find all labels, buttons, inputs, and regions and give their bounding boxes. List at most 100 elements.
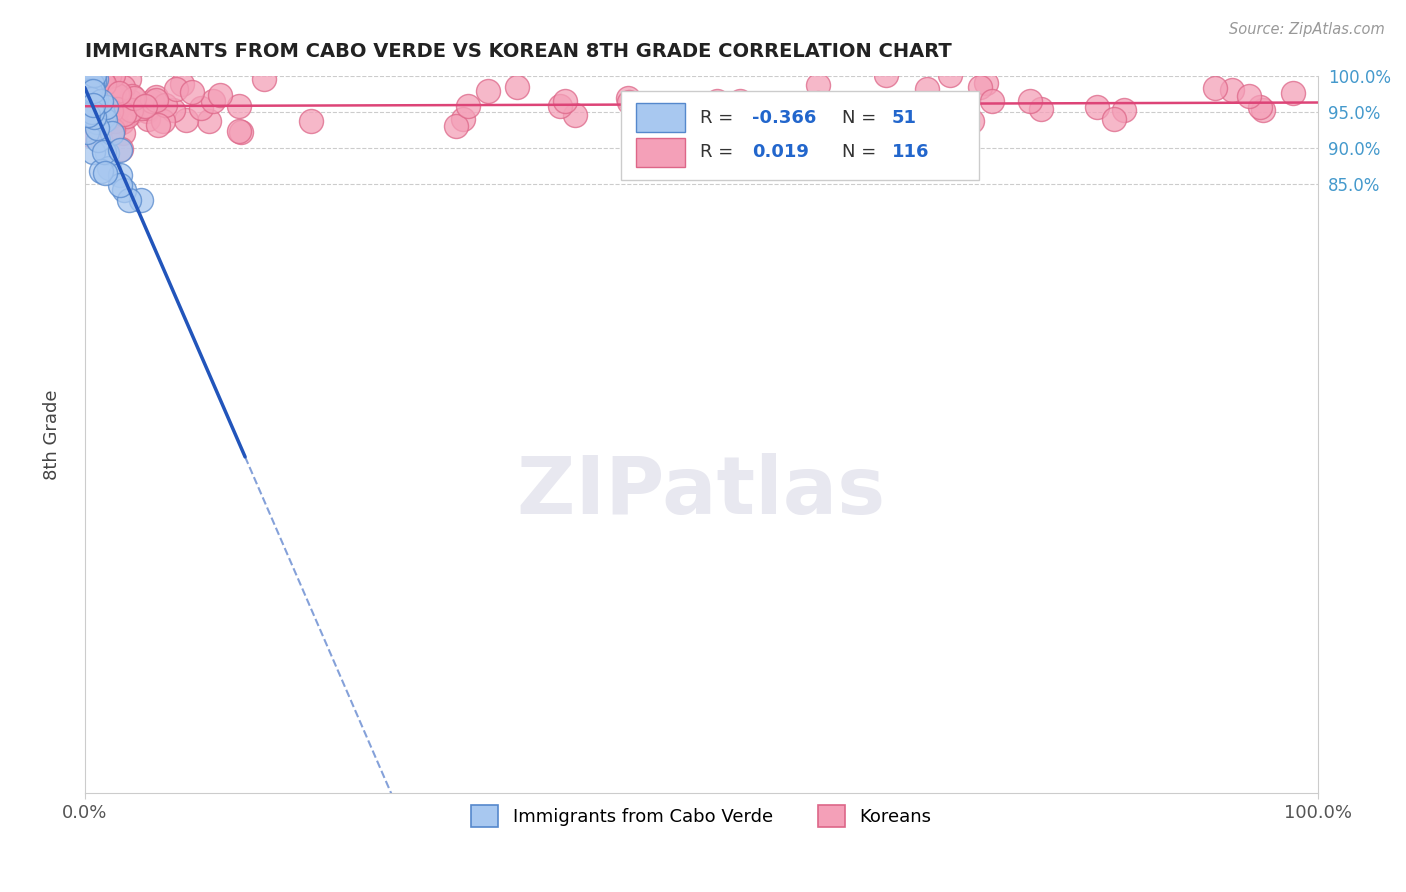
- Point: [105, 87, 128, 102]
- Point: [80, 95, 103, 109]
- Point: [93, 109, 115, 123]
- Point: [96, 146, 118, 161]
- Point: [76, 127, 98, 141]
- Point: [180, 86, 202, 100]
- Point: [935, 116, 957, 130]
- Point: [110, 178, 132, 192]
- Point: [87, 133, 110, 147]
- Point: [90, 102, 112, 116]
- Point: [974, 76, 997, 90]
- Point: [617, 95, 640, 109]
- Point: [1204, 80, 1226, 95]
- Text: R =: R =: [700, 109, 740, 127]
- Point: [228, 98, 250, 112]
- Point: [122, 91, 145, 105]
- Point: [889, 116, 911, 130]
- Point: [89, 88, 111, 103]
- Point: [131, 101, 153, 115]
- Point: [86, 115, 108, 129]
- Point: [153, 98, 176, 112]
- Text: Source: ZipAtlas.com: Source: ZipAtlas.com: [1229, 22, 1385, 37]
- Point: [76, 98, 98, 112]
- Point: [79, 87, 101, 102]
- Point: [79, 99, 101, 113]
- Point: [617, 90, 640, 104]
- Point: [110, 168, 132, 182]
- Point: [136, 112, 159, 126]
- Point: [93, 117, 115, 131]
- Point: [86, 120, 108, 135]
- Point: [145, 89, 167, 103]
- Point: [506, 80, 529, 95]
- Text: ZIPat​las: ZIPat​las: [517, 453, 886, 531]
- Point: [105, 102, 128, 116]
- Point: [83, 93, 105, 107]
- Text: R =: R =: [700, 144, 740, 161]
- Point: [83, 95, 105, 109]
- Point: [960, 114, 983, 128]
- Point: [96, 100, 118, 114]
- Point: [87, 86, 110, 100]
- Point: [477, 84, 499, 98]
- Point: [82, 145, 104, 160]
- Point: [80, 105, 103, 120]
- Point: [170, 77, 193, 91]
- Point: [969, 80, 991, 95]
- Point: [103, 123, 125, 137]
- Point: [136, 103, 159, 118]
- Point: [75, 114, 97, 128]
- Point: [100, 103, 122, 118]
- Point: [118, 193, 141, 207]
- Point: [807, 78, 830, 92]
- FancyBboxPatch shape: [621, 91, 979, 180]
- Point: [1029, 103, 1052, 117]
- Point: [202, 95, 225, 109]
- Point: [141, 95, 163, 109]
- Point: [118, 72, 141, 87]
- Point: [89, 105, 111, 120]
- Bar: [636, 138, 686, 167]
- Point: [79, 84, 101, 98]
- Point: [108, 144, 131, 158]
- Point: [96, 111, 118, 125]
- Point: [75, 83, 97, 97]
- Point: [299, 114, 322, 128]
- Point: [93, 97, 115, 112]
- Point: [1249, 100, 1271, 114]
- Text: N =: N =: [842, 144, 882, 161]
- Point: [112, 107, 135, 121]
- Point: [96, 108, 118, 122]
- Point: [444, 120, 467, 134]
- Point: [79, 95, 101, 110]
- Point: [451, 112, 474, 127]
- Point: [101, 68, 124, 82]
- Point: [77, 68, 100, 82]
- Point: [93, 166, 115, 180]
- Point: [77, 82, 100, 96]
- Point: [80, 113, 103, 128]
- Point: [77, 105, 100, 120]
- Point: [82, 84, 104, 98]
- Point: [564, 108, 586, 122]
- Point: [87, 87, 110, 101]
- Point: [190, 101, 212, 115]
- Text: 116: 116: [891, 144, 929, 161]
- Point: [121, 105, 143, 120]
- Point: [548, 99, 571, 113]
- Point: [875, 69, 897, 83]
- Point: [253, 72, 276, 87]
- Point: [228, 123, 250, 137]
- Text: N =: N =: [842, 109, 882, 127]
- Point: [728, 94, 751, 108]
- Point: [107, 89, 129, 103]
- Point: [91, 72, 114, 87]
- Point: [80, 74, 103, 88]
- Point: [706, 94, 728, 108]
- Point: [75, 68, 97, 82]
- Point: [83, 68, 105, 82]
- Point: [208, 88, 231, 103]
- Point: [80, 103, 103, 117]
- Point: [84, 89, 107, 103]
- Point: [80, 97, 103, 112]
- Point: [75, 84, 97, 98]
